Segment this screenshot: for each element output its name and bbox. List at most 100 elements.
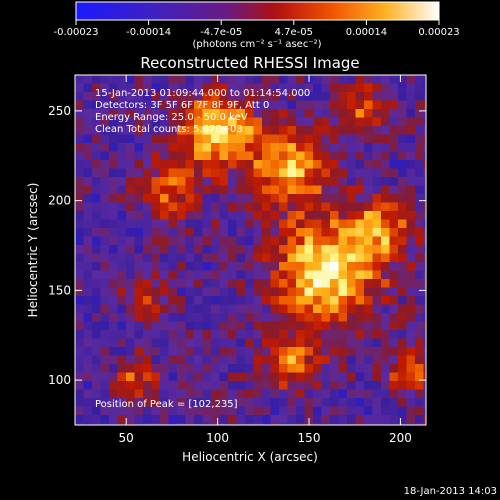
heatmap-cell [313,117,322,127]
heatmap-cell [109,160,118,169]
heatmap-cell [92,109,101,118]
heatmap-cell [100,321,110,331]
heatmap-cell [313,313,322,322]
heatmap-cell [296,143,305,152]
heatmap-cell [168,211,178,220]
heatmap-cell [202,219,212,229]
heatmap-cell [228,279,237,288]
heatmap-cell [134,168,144,178]
heatmap-cell [100,262,110,271]
info-line: Detectors: 3F 5F 6F 7F 8F 9F, Att 0 [95,100,269,111]
heatmap-cell [287,83,297,93]
heatmap-cell [100,406,110,416]
heatmap-cell [253,151,263,161]
heatmap-cell [372,168,382,178]
heatmap-cell [160,398,169,407]
heatmap-cell [100,296,110,305]
heatmap-cell [279,202,288,212]
heatmap-cell [355,321,365,331]
heatmap-cell [236,228,246,237]
heatmap-cell [236,185,246,195]
heatmap-cell [372,372,382,382]
heatmap-cell [202,75,212,84]
heatmap-cell [117,151,127,161]
heatmap-cell [245,202,254,212]
heatmap-cell [177,211,186,220]
heatmap-cell [202,270,212,280]
colorbar-unit-label: (photons cm⁻² s⁻¹ asec⁻²) [192,39,321,50]
heatmap-cell [211,381,220,390]
heatmap-cell [279,372,288,382]
heatmap-cell [160,406,169,416]
heatmap-cell [109,134,118,144]
heatmap-cell [92,347,101,356]
heatmap-cell [92,236,101,246]
heatmap-cell [211,228,220,237]
heatmap-cell [117,279,127,288]
heatmap-cell [338,423,348,425]
heatmap-cell [287,270,297,280]
heatmap-cell [338,262,348,271]
heatmap-cell [245,381,254,390]
heatmap-cell [389,202,399,212]
heatmap-cell [262,398,271,407]
heatmap-cell [321,338,331,348]
heatmap-cell [355,330,365,339]
heatmap-cell [236,338,246,348]
heatmap-cell [270,160,280,169]
heatmap-cell [270,270,280,280]
heatmap-cell [313,423,322,425]
heatmap-cell [245,355,254,365]
heatmap-cell [415,126,424,135]
heatmap-cell [117,270,127,280]
heatmap-cell [372,270,382,280]
heatmap-cell [355,194,365,203]
heatmap-cell [245,75,254,84]
heatmap-cell [406,100,416,110]
heatmap-cell [160,372,169,382]
heatmap-cell [168,338,178,348]
heatmap-cell [160,270,169,280]
heatmap-cell [406,338,416,348]
heatmap-cell [253,75,263,84]
heatmap-cell [313,270,322,280]
heatmap-cell [168,279,178,288]
heatmap-cell [321,406,331,416]
heatmap-cell [83,287,93,297]
heatmap-cell [321,313,331,322]
heatmap-cell [134,75,144,84]
heatmap-cell [83,100,93,110]
heatmap-cell [228,177,237,186]
heatmap-cell [75,117,84,127]
heatmap-cell [279,364,288,373]
heatmap-cell [330,219,339,229]
heatmap-cell [185,160,195,169]
heatmap-cell [270,364,280,373]
heatmap-cell [151,304,161,314]
heatmap-cell [143,253,152,263]
heatmap-cell [245,389,254,399]
heatmap-cell [83,117,93,127]
heatmap-cell [415,245,424,254]
heatmap-cell [109,330,118,339]
heatmap-cell [185,355,195,365]
heatmap-cell [75,338,84,348]
heatmap-cell [338,355,348,365]
heatmap-cell [185,202,195,212]
heatmap-cell [338,321,348,331]
heatmap-cell [330,92,339,101]
heatmap-cell [398,83,407,93]
heatmap-cell [160,160,169,169]
heatmap-cell [228,211,237,220]
heatmap-cell [75,185,84,195]
heatmap-cell [262,236,271,246]
heatmap-cell [389,262,399,271]
heatmap-cell [134,313,144,322]
heatmap-cell [381,143,390,152]
heatmap-cell [398,287,407,297]
heatmap-cell [253,83,263,93]
heatmap-cell [406,321,416,331]
heatmap-cell [398,109,407,118]
heatmap-cell [100,228,110,237]
heatmap-cell [177,228,186,237]
